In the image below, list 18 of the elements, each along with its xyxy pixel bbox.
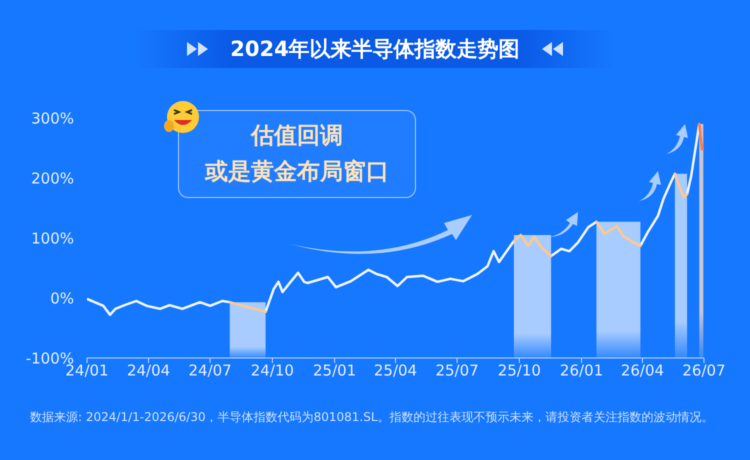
x-tick-label: 25/07 (435, 362, 479, 380)
y-tick-label: 300% (31, 109, 74, 128)
annotation: 或是黄金布局窗口 (204, 158, 390, 187)
x-tick-label: 24/04 (126, 362, 170, 380)
x-tick-label: 25/04 (374, 362, 418, 380)
y-tick-label: 200% (31, 169, 74, 188)
x-tick-label: 25/01 (312, 362, 356, 380)
x-tick-label: 24/07 (188, 362, 232, 380)
x-tick-label: 26/07 (682, 362, 726, 380)
x-tick-label: 26/01 (560, 362, 604, 380)
y-tick-label: 0% (50, 289, 74, 308)
annotation: 估值回调 (249, 122, 344, 151)
x-tick-label: 25/10 (498, 362, 541, 380)
x-tick-label: 26/04 (620, 362, 664, 380)
chart-title: 2024年以来半导体指数走势图 (229, 36, 521, 63)
x-tick-label: 24/10 (250, 362, 294, 380)
y-tick-label: 100% (31, 229, 74, 248)
source-note: 数据来源: 2024/1/1-2026/6/30，半导体指数代码为801081.SL。指数的过往表现不预示未来，请投资者关注指数的波动情况。 (30, 409, 715, 426)
